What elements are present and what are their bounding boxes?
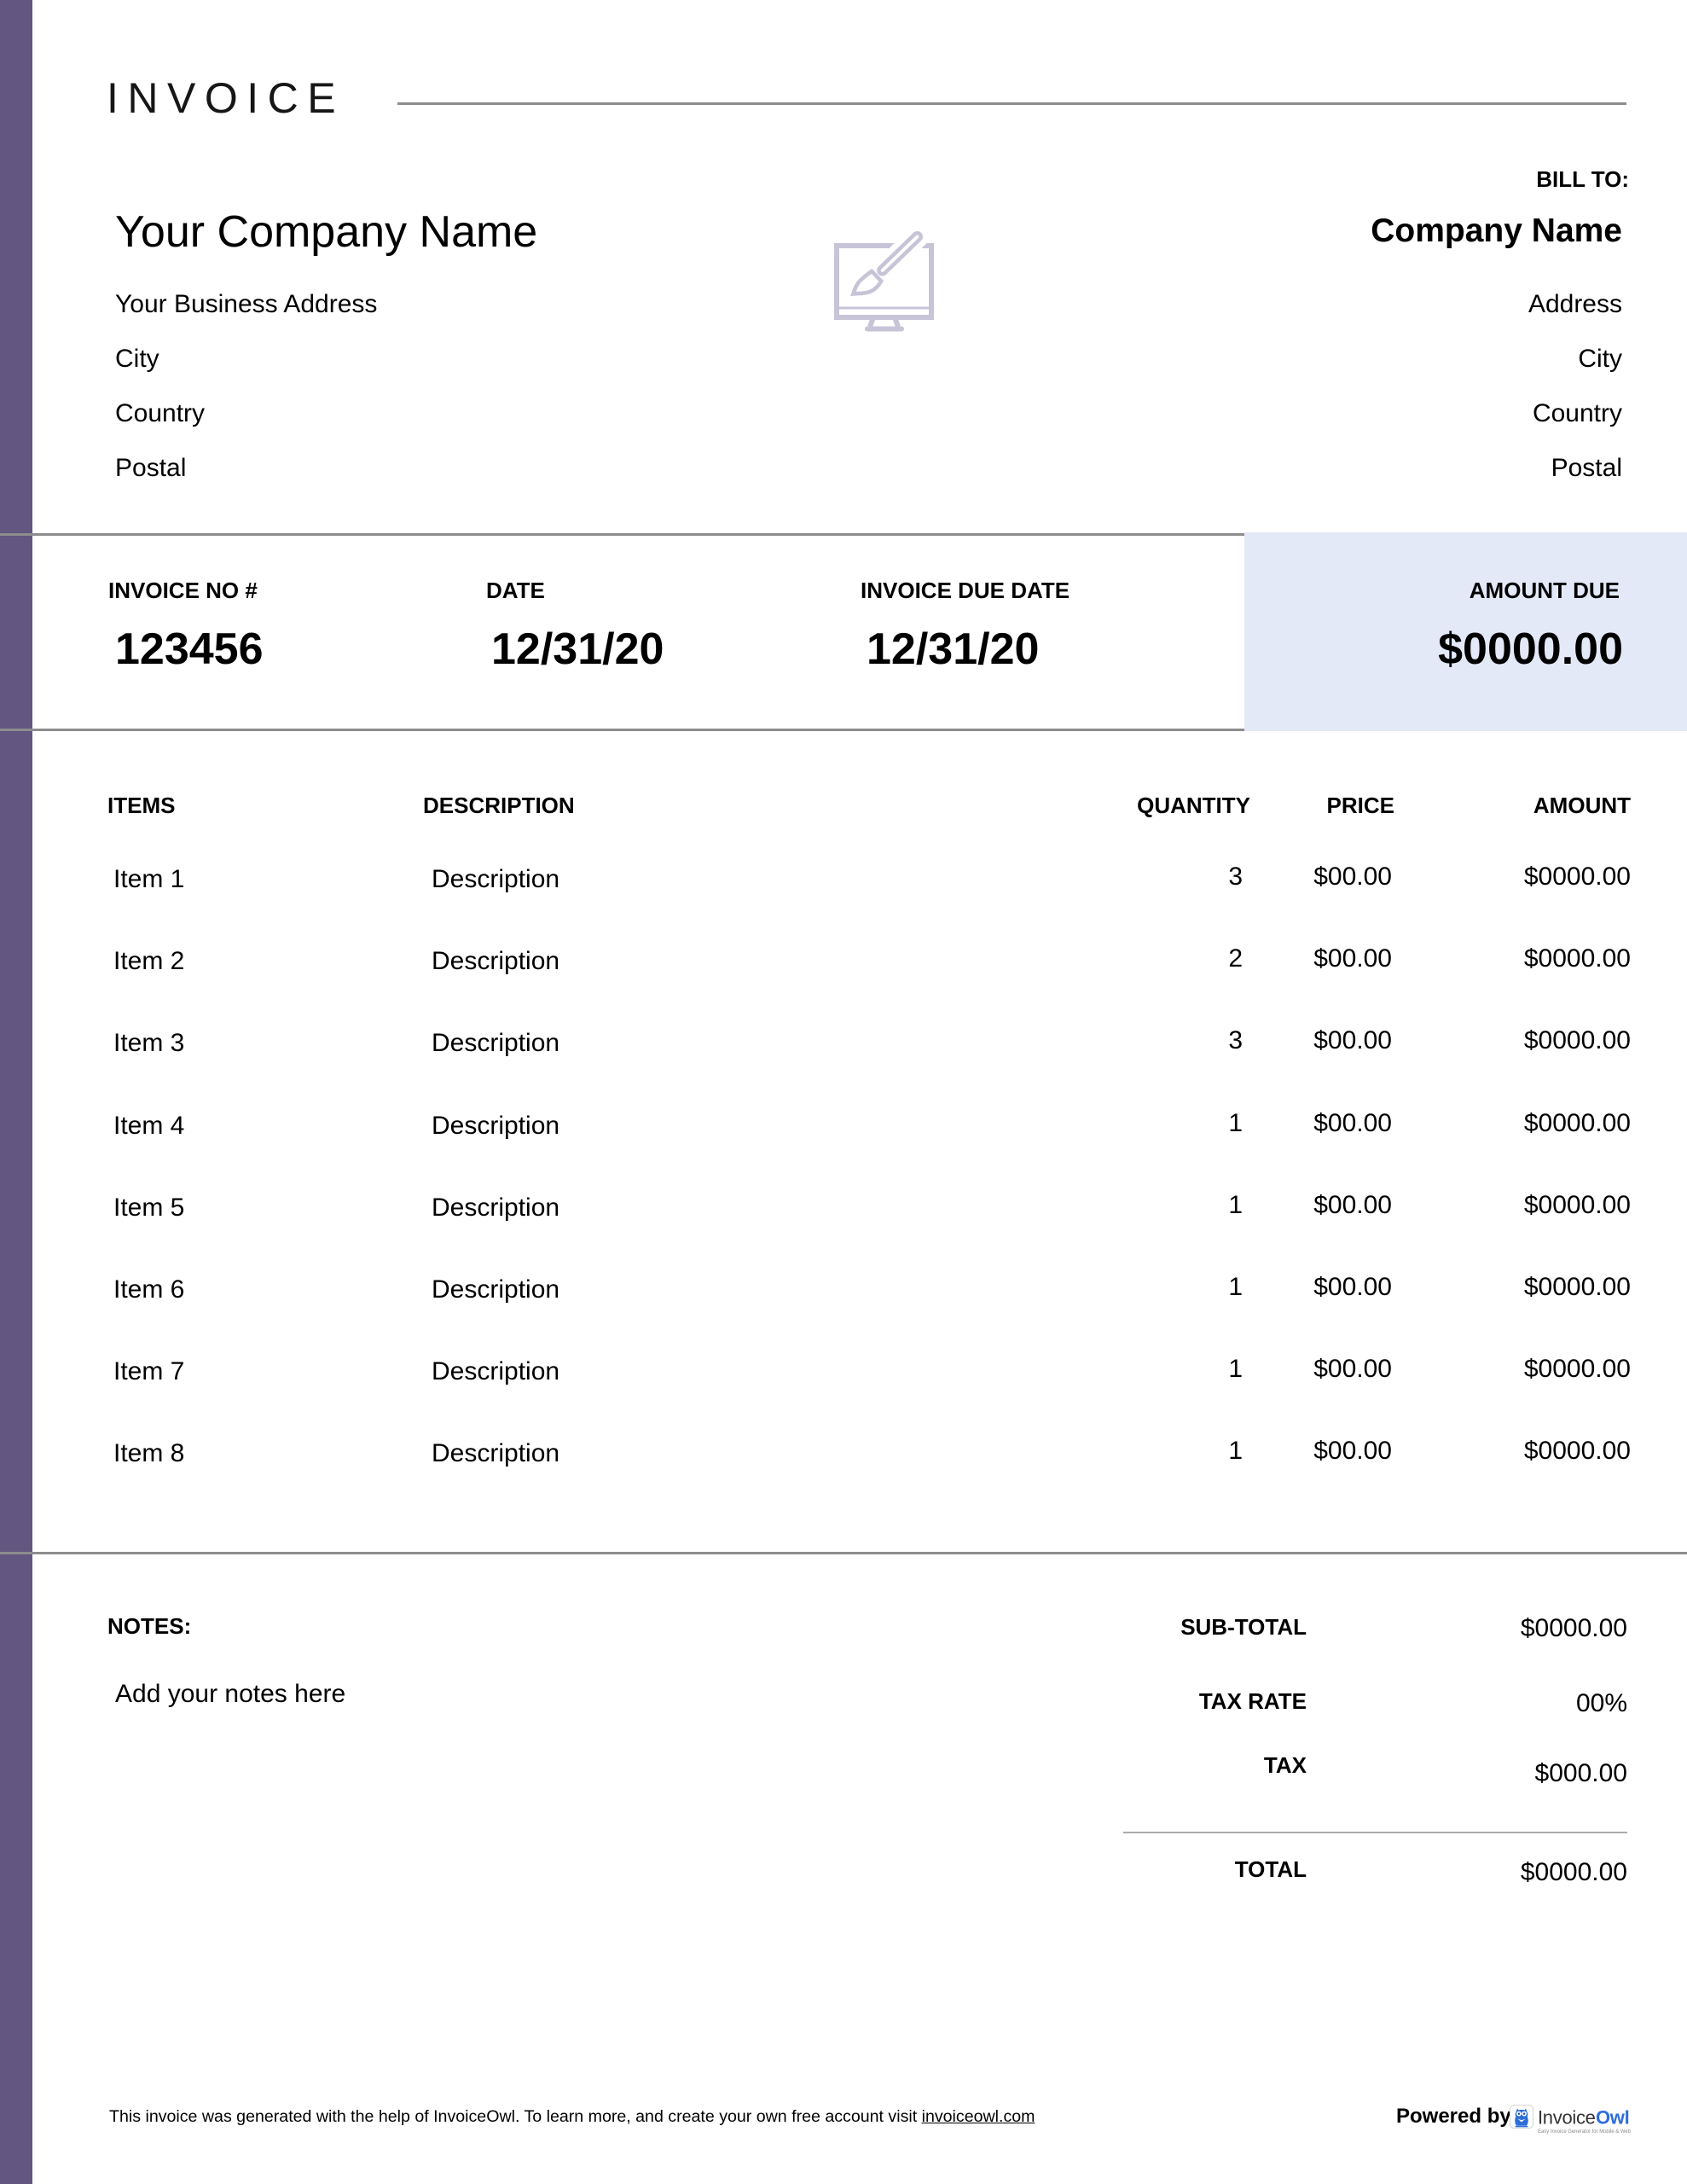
- svg-text:Easy Invoice Generator for Mob: Easy Invoice Generator for Mobile & Web: [1538, 2129, 1631, 2135]
- svg-text:Owl: Owl: [1596, 2107, 1629, 2129]
- svg-text:Invoice: Invoice: [1538, 2107, 1596, 2129]
